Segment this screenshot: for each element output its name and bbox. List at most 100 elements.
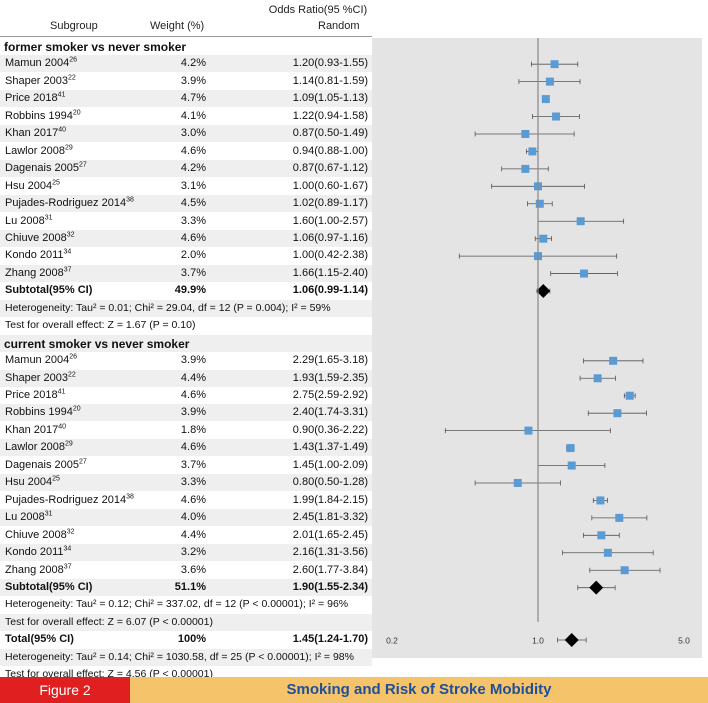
study-name-text: Shaper 2003	[5, 371, 68, 384]
study-row: Chiuve 200832 4.6% 1.06(0.97-1.16)	[0, 229, 372, 247]
study-marker	[566, 444, 575, 453]
study-name-ref: 27	[79, 458, 87, 466]
study-name-text: Dagenais 2005	[5, 162, 80, 175]
study-weight-text: 4.5%	[180, 197, 206, 210]
total-heterogeneity-text: Heterogeneity: Tau² = 0.14; Chi² = 1030.…	[5, 651, 354, 663]
study-marker	[550, 60, 559, 69]
study-weight-text: 4.6%	[180, 493, 206, 506]
heterogeneity-text: Heterogeneity: Tau² = 0.01; Chi² = 29.04…	[5, 302, 331, 314]
total-weight: 100%	[150, 633, 206, 645]
study-ci-text: 1.14(0.81-1.59)	[292, 74, 368, 87]
study-ci: 1.22(0.94-1.58)	[230, 110, 368, 122]
study-ci: 2.01(1.65-2.45)	[230, 529, 368, 541]
study-marker	[576, 217, 585, 226]
subtotal-ci-text: 1.06(0.99-1.14)	[292, 284, 368, 297]
study-weight-text: 3.1%	[180, 179, 206, 192]
study-name-ref: 31	[44, 213, 53, 221]
study-marker	[609, 356, 618, 365]
study-ci-text: 1.60(1.00-2.57)	[292, 214, 368, 227]
figure-label: Figure 2	[0, 677, 130, 703]
study-name-text: Shaper 2003	[5, 74, 68, 87]
study-weight: 4.2%	[150, 162, 206, 174]
study-weight-text: 2.0%	[180, 249, 206, 262]
study-row: Zhang 200837 3.6% 2.60(1.77-3.84)	[0, 562, 372, 579]
study-weight-text: 3.7%	[180, 458, 206, 471]
study-name-ref: 27	[79, 161, 87, 169]
overall-effect-text: Test for overall effect: Z = 6.07 (P < 0…	[5, 616, 213, 628]
study-row: Chiuve 200832 4.4% 2.01(1.65-2.45)	[0, 527, 372, 544]
study-name: Chiuve 200832	[5, 528, 75, 541]
study-marker	[513, 478, 522, 487]
study-ci: 2.16(1.31-3.56)	[230, 546, 368, 558]
study-ci: 1.00(0.60-1.67)	[230, 180, 368, 192]
study-weight: 3.3%	[150, 476, 206, 488]
study-ci-text: 2.29(1.65-3.18)	[292, 354, 368, 367]
study-name-ref: 25	[52, 475, 60, 483]
subtotal-label-text: Subtotal(95% CI)	[5, 284, 93, 297]
study-ci-text: 1.45(1.00-2.09)	[292, 458, 368, 471]
study-name-text: Pujades-Rodriguez 2014	[5, 493, 127, 506]
study-weight-text: 4.2%	[180, 57, 206, 70]
study-row: Dagenais 200527 4.2% 0.87(0.67-1.12)	[0, 160, 372, 178]
study-weight-text: 3.0%	[180, 127, 206, 140]
study-weight: 4.6%	[150, 232, 206, 244]
study-ci: 2.40(1.74-3.31)	[230, 406, 368, 418]
study-marker	[545, 77, 554, 86]
study-name-ref: 26	[69, 56, 78, 64]
study-row: Price 201841 4.7% 1.09(1.05-1.13)	[0, 90, 372, 108]
study-ci-text: 0.87(0.67-1.12)	[292, 162, 368, 175]
study-ci-text: 2.01(1.65-2.45)	[292, 528, 368, 541]
study-name: Zhang 200837	[5, 563, 72, 576]
subtotal-weight: 51.1%	[150, 581, 206, 593]
header-weight: Weight (%)	[150, 20, 205, 32]
study-name-ref: 20	[72, 405, 81, 413]
study-name: Shaper 200322	[5, 74, 76, 87]
study-name: Chiuve 200832	[5, 231, 75, 244]
study-weight-text: 4.0%	[180, 511, 206, 524]
study-ci: 2.45(1.81-3.32)	[230, 511, 368, 523]
study-ci: 1.20(0.93-1.55)	[230, 57, 368, 69]
study-name: Lu 200831	[5, 510, 53, 523]
study-ci: 1.66(1.15-2.40)	[230, 267, 368, 279]
study-row: Lawlor 200829 4.6% 1.43(1.37-1.49)	[0, 439, 372, 457]
study-weight: 3.3%	[150, 215, 206, 227]
study-row: Hsu 200425 3.1% 1.00(0.60-1.67)	[0, 178, 372, 195]
study-weight-text: 4.6%	[180, 389, 206, 401]
study-name-text: Lawlor 2008	[5, 144, 65, 157]
study-weight: 3.1%	[150, 180, 206, 192]
study-weight: 3.9%	[150, 354, 206, 366]
study-name-ref: 25	[52, 178, 60, 186]
study-weight: 4.6%	[150, 389, 206, 401]
x-tick-label: 1.0	[532, 635, 544, 645]
study-name: Shaper 200322	[5, 371, 76, 384]
figure-title: Smoking and Risk of Stroke Mobidity	[130, 677, 708, 703]
overall-effect-row: Test for overall effect: Z = 1.67 (P = 0…	[0, 317, 372, 334]
study-name: Dagenais 200527	[5, 458, 87, 471]
study-weight: 4.6%	[150, 145, 206, 157]
subtotal-ci-text: 1.90(1.55-2.34)	[292, 580, 368, 593]
study-name-text: Khan 2017	[5, 127, 59, 140]
study-name-ref: 40	[58, 423, 67, 431]
study-ci-text: 2.45(1.81-3.32)	[292, 511, 368, 524]
study-ci-text: 0.87(0.50-1.49)	[292, 127, 368, 140]
study-marker	[593, 374, 602, 383]
study-ci-text: 1.02(0.89-1.17)	[292, 197, 368, 210]
study-name-text: Khan 2017	[5, 423, 59, 436]
study-weight: 4.6%	[150, 441, 206, 453]
study-marker	[620, 566, 629, 575]
group-title: current smoker vs never smoker	[4, 337, 189, 351]
figure-footer: Figure 2 Smoking and Risk of Stroke Mobi…	[0, 677, 708, 703]
study-row: Lawlor 200829 4.6% 0.94(0.88-1.00)	[0, 143, 372, 160]
study-weight: 3.9%	[150, 406, 206, 418]
subtotal-diamond	[589, 580, 604, 595]
study-ci-text: 1.43(1.37-1.49)	[292, 441, 368, 454]
study-name: Khan 201740	[5, 127, 66, 140]
study-weight-text: 3.9%	[180, 406, 206, 419]
study-name: Robbins 199420	[5, 405, 81, 419]
study-name: Hsu 200425	[5, 475, 60, 489]
study-marker	[521, 164, 530, 173]
study-weight-text: 3.6%	[180, 563, 206, 576]
study-ci: 0.87(0.67-1.12)	[230, 162, 368, 174]
group-title-text: current smoker vs never smoker	[4, 336, 190, 351]
subtotal-weight: 49.9%	[150, 284, 206, 296]
